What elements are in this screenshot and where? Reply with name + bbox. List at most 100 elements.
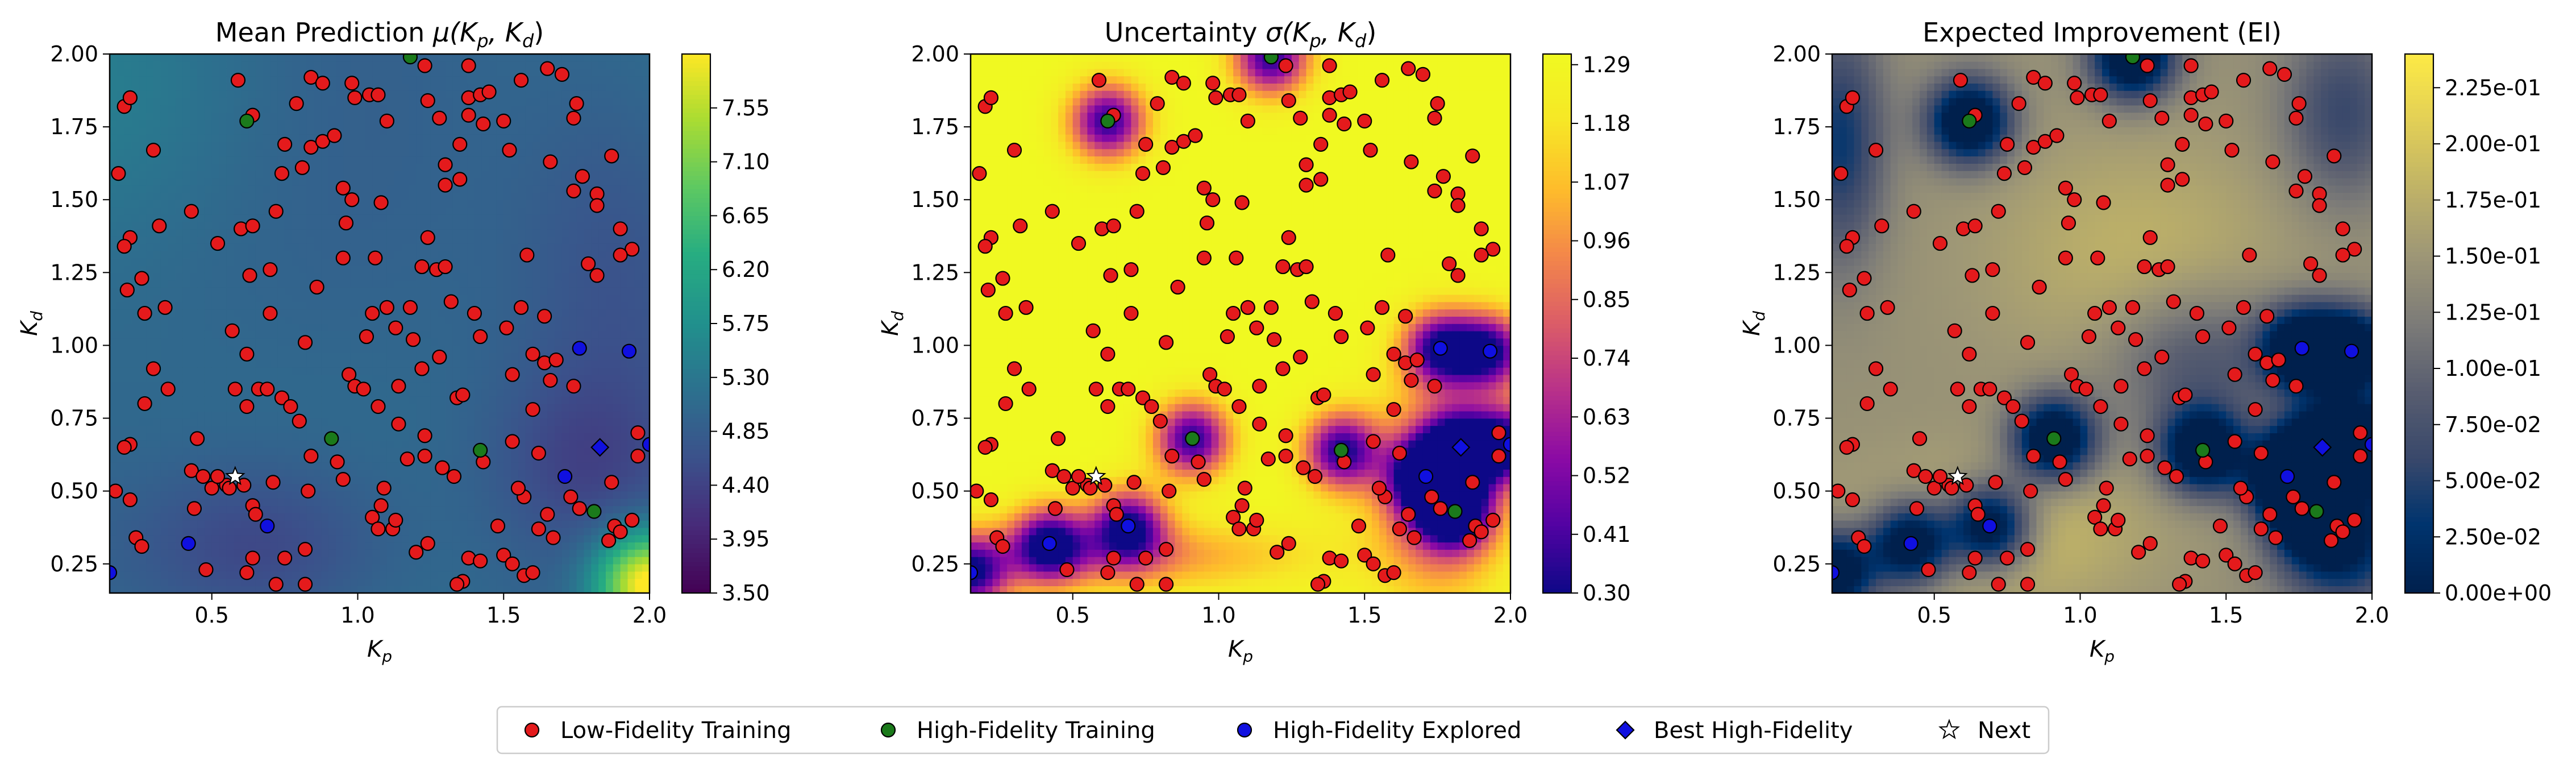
low-fidelity-point: [1430, 96, 1445, 111]
low-fidelity-point: [525, 346, 540, 362]
low-fidelity-point: [379, 300, 394, 315]
low-fidelity-point: [496, 113, 511, 128]
low-fidelity-point: [510, 480, 526, 496]
low-fidelity-point: [2137, 259, 2152, 275]
low-fidelity-point: [2142, 230, 2158, 245]
y-tick-label: 2.00: [1772, 42, 1821, 67]
low-fidelity-point: [2070, 90, 2085, 105]
low-fidelity-point: [1299, 259, 1314, 275]
colorbar-tick-label: 3.50: [722, 581, 770, 606]
best-point: [590, 438, 610, 457]
low-fidelity-point: [2262, 61, 2278, 76]
high-fidelity-point: [1962, 113, 1977, 128]
low-fidelity-point: [1427, 183, 1442, 198]
low-fidelity-point: [1351, 519, 1367, 534]
low-fidelity-point: [122, 90, 138, 105]
low-fidelity-point: [1135, 390, 1151, 405]
low-fidelity-point: [1857, 538, 1872, 554]
low-fidelity-point: [2198, 116, 2213, 132]
low-fidelity-point: [1392, 521, 1407, 537]
low-fidelity-point: [505, 434, 520, 449]
low-fidelity-point: [2011, 96, 2026, 111]
low-fidelity-point: [1832, 483, 1846, 499]
low-fidelity-point: [1299, 177, 1314, 193]
low-fidelity-point: [2017, 160, 2033, 175]
low-fidelity-point: [1170, 279, 1185, 295]
low-fidelity-point: [1962, 565, 1977, 581]
low-fidelity-point: [294, 160, 310, 175]
low-fidelity-point: [496, 548, 511, 563]
low-fidelity-point: [461, 107, 476, 123]
legend-label: High-Fidelity Training: [917, 718, 1155, 744]
low-fidelity-point: [1226, 509, 1241, 525]
low-fidelity-point: [145, 143, 161, 158]
colorbar-tick-label: 1.75e-01: [2445, 188, 2541, 213]
low-fidelity-point: [1205, 76, 1221, 91]
low-fidelity-point: [432, 110, 447, 126]
low-fidelity-point: [1401, 61, 1416, 76]
low-fidelity-point: [1985, 262, 2000, 277]
high-fidelity-point: [2046, 431, 2062, 446]
low-fidelity-point: [359, 329, 374, 345]
colorbar-tick-label: 0.63: [1583, 404, 1631, 429]
low-fidelity-point: [1374, 73, 1390, 88]
low-fidelity-point: [449, 577, 465, 592]
low-fidelity-point: [1158, 577, 1174, 592]
low-fidelity-point: [1304, 294, 1320, 309]
low-fidelity-point: [239, 565, 255, 581]
low-fidelity-point: [983, 90, 999, 105]
low-fidelity-point: [1044, 204, 1060, 219]
low-fidelity-point: [2113, 379, 2129, 394]
low-fidelity-point: [376, 480, 392, 496]
low-fidelity-point: [417, 449, 432, 464]
low-fidelity-point: [481, 84, 497, 99]
y-tick-label: 0.50: [911, 479, 959, 504]
low-fidelity-point: [438, 177, 453, 193]
low-fidelity-point: [2259, 309, 2275, 324]
low-fidelity-point: [2096, 195, 2111, 210]
x-tick-label: 0.5: [1056, 603, 1090, 628]
x-tick-label: 1.0: [2063, 603, 2097, 628]
colorbar-tick-label: 6.20: [722, 257, 770, 282]
low-fidelity-point: [420, 93, 435, 109]
low-fidelity-point: [1191, 454, 1206, 470]
low-fidelity-point: [2291, 96, 2307, 111]
low-fidelity-point: [1360, 320, 1375, 335]
low-fidelity-point: [1991, 577, 2006, 592]
low-fidelity-point: [1398, 309, 1413, 324]
low-fidelity-point: [373, 498, 389, 513]
low-fidelity-point: [1226, 305, 1241, 321]
low-fidelity-point: [1266, 332, 1282, 347]
explored-point: [260, 519, 275, 534]
colorbar-tick-label: 4.85: [722, 419, 770, 444]
x-tick-label: 1.5: [2209, 603, 2243, 628]
low-fidelity-point: [2353, 449, 2368, 464]
low-fidelity-point: [1162, 483, 1177, 499]
low-fidelity-point: [1310, 577, 1326, 592]
colorbar-tick-label: 0.41: [1583, 522, 1631, 547]
x-tick-label: 1.0: [1201, 603, 1235, 628]
low-fidelity-point: [315, 76, 330, 91]
low-fidelity-point: [435, 460, 450, 475]
low-fidelity-point: [569, 96, 584, 111]
low-fidelity-point: [1252, 416, 1267, 432]
panel-2: 0.5 1.0 1.5 2.0 0.25 0.50 0.75 1.00 1.25 1.50 1.75…: [877, 17, 1631, 666]
colorbar-tick-label: 7.50e-02: [2445, 412, 2541, 437]
low-fidelity-point: [1424, 489, 1439, 504]
low-fidelity-point: [1121, 382, 1136, 397]
low-fidelity-point: [2113, 416, 2129, 432]
low-fidelity-point: [2000, 550, 2015, 566]
colorbar: 3.50 3.95 4.40 4.85 5.30 5.75 6.20 6.65 7.10 7.55: [681, 53, 770, 606]
explored-point: [1482, 343, 1498, 359]
low-fidelity-point: [1357, 548, 1372, 563]
low-fidelity-point: [1278, 58, 1293, 73]
low-fidelity-point: [2171, 577, 2187, 592]
low-fidelity-point: [263, 262, 278, 277]
low-fidelity-point: [309, 279, 324, 295]
low-fidelity-point: [1327, 305, 1343, 321]
low-fidelity-point: [2067, 192, 2082, 208]
low-fidelity-point: [2236, 73, 2252, 88]
low-fidelity-point: [1275, 361, 1291, 376]
colorbar-tick-label: 1.18: [1583, 111, 1631, 136]
low-fidelity-point: [1050, 431, 1066, 446]
